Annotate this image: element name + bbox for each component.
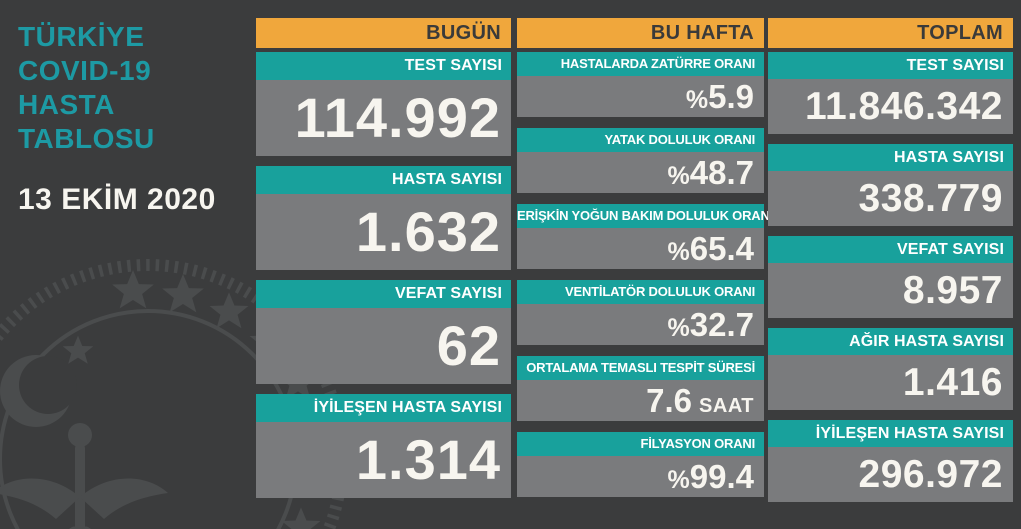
stat-label: TEST SAYISI	[256, 52, 511, 80]
stat-value: 338.779	[768, 171, 1013, 226]
stat-block: İYİLEŞEN HASTA SAYISI 296.972	[768, 420, 1013, 502]
stat-label: HASTA SAYISI	[768, 144, 1013, 171]
page-title-line: TABLOSU	[18, 123, 155, 154]
stat-number: 65.4	[689, 230, 754, 267]
stat-label: ERİŞKİN YOĞUN BAKIM DOLULUK ORANI	[517, 204, 773, 228]
stat-value: 62	[256, 308, 511, 384]
percent-sign: %	[667, 466, 690, 494]
stat-number: 48.7	[689, 154, 754, 191]
page-title: TÜRKİYE COVID-19 HASTA TABLOSU	[18, 20, 155, 156]
percent-sign: %	[667, 238, 690, 266]
stat-value: 1.632	[256, 194, 511, 270]
stat-block: HASTA SAYISI 338.779	[768, 144, 1013, 226]
stat-label: YATAK DOLULUK ORANI	[517, 128, 764, 152]
stat-value: %99.4	[517, 456, 764, 497]
stat-value: %32.7	[517, 304, 764, 345]
stat-label: İYİLEŞEN HASTA SAYISI	[768, 420, 1013, 447]
sidebar: TÜRKİYE COVID-19 HASTA TABLOSU 13 EKİM 2…	[0, 0, 348, 529]
column-bu-hafta: BU HAFTA HASTALARDA ZATÜRRE ORANI %5.9 Y…	[517, 18, 773, 508]
page-title-line: TÜRKİYE	[18, 21, 145, 52]
stat-label: FİLYASYON ORANI	[517, 432, 764, 456]
stat-label: TEST SAYISI	[768, 52, 1013, 79]
percent-sign: %	[667, 314, 690, 342]
stat-block: YATAK DOLULUK ORANI %48.7	[517, 128, 764, 193]
stat-label: İYİLEŞEN HASTA SAYISI	[256, 394, 511, 422]
stat-number: 7.6	[646, 382, 693, 419]
column-toplam: TOPLAM TEST SAYISI 11.846.342 HASTA SAYI…	[768, 18, 1013, 512]
percent-sign: %	[667, 162, 690, 190]
stat-number: 5.9	[708, 78, 754, 115]
stat-value: 8.957	[768, 263, 1013, 318]
stat-block: VENTİLATÖR DOLULUK ORANI %32.7	[517, 280, 764, 345]
stat-block: AĞIR HASTA SAYISI 1.416	[768, 328, 1013, 410]
column-header-bugun: BUGÜN	[256, 18, 511, 48]
page-title-line: COVID-19	[18, 55, 152, 86]
stat-block: TEST SAYISI 11.846.342	[768, 52, 1013, 134]
stat-value: 114.992	[256, 80, 511, 156]
stat-block: HASTALARDA ZATÜRRE ORANI %5.9	[517, 52, 764, 117]
column-header-toplam: TOPLAM	[768, 18, 1013, 48]
stat-label: VEFAT SAYISI	[256, 280, 511, 308]
percent-sign: %	[685, 86, 709, 114]
stat-value: 1.314	[256, 422, 511, 498]
stat-block: VEFAT SAYISI 8.957	[768, 236, 1013, 318]
stat-value: %5.9	[517, 76, 764, 117]
stat-value: 11.846.342	[768, 79, 1013, 134]
stat-label: VEFAT SAYISI	[768, 236, 1013, 263]
stat-block: TEST SAYISI 114.992	[256, 52, 511, 156]
stat-value: 1.416	[768, 355, 1013, 410]
stat-block: HASTA SAYISI 1.632	[256, 166, 511, 270]
report-date: 13 EKİM 2020	[18, 183, 216, 216]
stat-value: 296.972	[768, 447, 1013, 502]
stat-block: VEFAT SAYISI 62	[256, 280, 511, 384]
stat-number: 99.4	[689, 458, 754, 495]
stat-value: %48.7	[517, 152, 764, 193]
stat-label: HASTA SAYISI	[256, 166, 511, 194]
stat-block: İYİLEŞEN HASTA SAYISI 1.314	[256, 394, 511, 498]
stat-block: ERİŞKİN YOĞUN BAKIM DOLULUK ORANI %65.4	[517, 204, 773, 269]
stat-unit: SAAT	[699, 395, 754, 417]
column-bugun: BUGÜN TEST SAYISI 114.992 HASTA SAYISI 1…	[256, 18, 511, 508]
stat-label: ORTALAMA TEMASLI TESPİT SÜRESİ	[517, 356, 764, 380]
stat-number: 32.7	[689, 306, 754, 343]
stat-value: 7.6 SAAT	[517, 380, 764, 421]
stat-block: ORTALAMA TEMASLI TESPİT SÜRESİ 7.6 SAAT	[517, 356, 764, 421]
page-title-line: HASTA	[18, 89, 115, 120]
stat-label: AĞIR HASTA SAYISI	[768, 328, 1013, 355]
stat-block: FİLYASYON ORANI %99.4	[517, 432, 764, 497]
stat-label: HASTALARDA ZATÜRRE ORANI	[517, 52, 764, 76]
stat-value: %65.4	[517, 228, 764, 269]
stat-label: VENTİLATÖR DOLULUK ORANI	[517, 280, 764, 304]
column-header-bu-hafta: BU HAFTA	[517, 18, 764, 48]
